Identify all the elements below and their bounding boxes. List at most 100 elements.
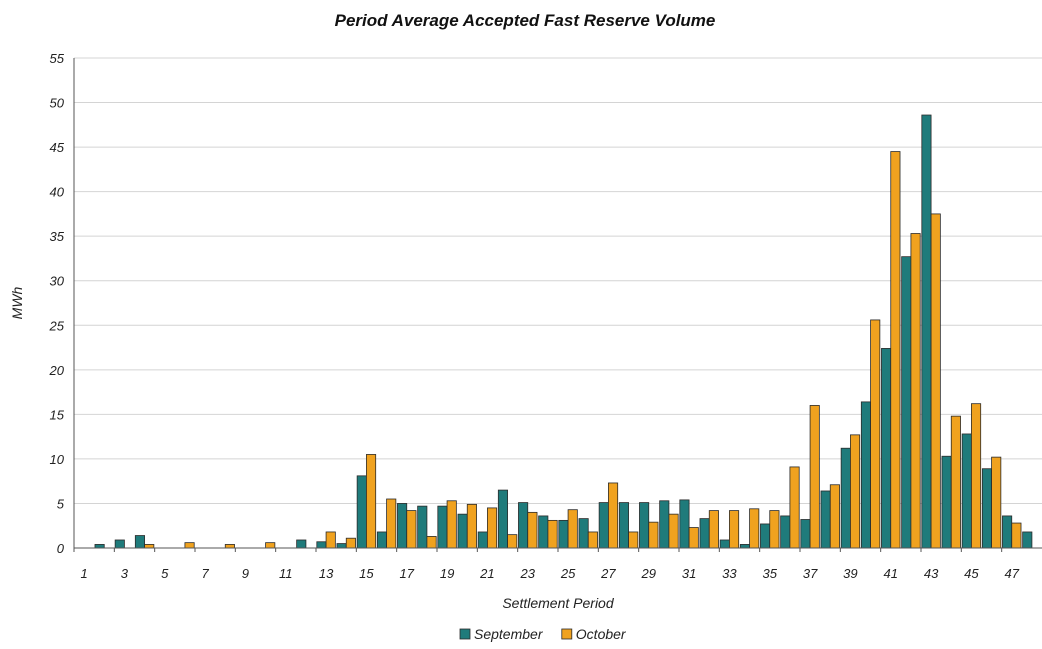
bar-september-41 [881,348,892,549]
bar-october-27 [608,482,619,549]
bar-october-31 [688,527,699,549]
bar-september-44 [941,455,952,549]
bar-october-15 [366,454,377,549]
bar-october-42 [910,233,921,549]
bar-october-23 [527,511,538,549]
bar-october-14 [345,537,356,549]
legend-label-october: October [576,626,627,642]
chart-title: Period Average Accepted Fast Reserve Vol… [335,11,716,30]
x-tick-label: 23 [520,566,536,581]
x-tick-label: 25 [560,566,576,581]
x-tick-label: 13 [319,566,334,581]
y-tick-labels: 0 5 10 15 20 25 30 35 40 45 50 55 [49,51,65,556]
bar-september-31 [679,499,690,549]
bar-october-30 [668,513,679,549]
bar-october-18 [426,536,437,549]
bar-october-39 [850,434,861,549]
bar-september-21 [477,531,488,549]
y-tick-label: 0 [57,541,65,556]
y-tick-label: 10 [50,452,65,467]
bar-september-14 [336,543,347,549]
x-tick-label: 7 [201,566,209,581]
bar-september-47 [1002,515,1013,549]
x-tick-label: 39 [843,566,857,581]
bar-october-13 [325,531,336,549]
legend-swatch-october [561,628,573,640]
x-tick-label: 9 [242,566,249,581]
bar-september-29 [639,502,650,549]
bar-october-4 [144,544,155,549]
x-tick-label: 5 [161,566,169,581]
x-tick-label: 11 [279,566,293,581]
x-tick-label: 27 [600,566,616,581]
bars [94,114,1033,549]
bar-october-21 [487,507,498,549]
bar-october-44 [950,415,961,549]
legend-label-september: September [474,626,544,642]
bar-october-25 [567,509,578,549]
x-tick-label: 41 [884,566,898,581]
bar-september-15 [356,475,367,549]
bar-september-18 [417,505,428,549]
x-tick-label: 29 [641,566,656,581]
y-tick-label: 40 [50,185,65,200]
bar-october-34 [749,508,760,549]
bar-september-26 [578,518,589,549]
bar-september-2 [94,544,105,549]
x-tick-label: 19 [440,566,454,581]
bar-september-43 [921,114,932,549]
bar-september-36 [780,515,791,549]
x-tick-label: 37 [803,566,818,581]
x-axis-label: Settlement Period [502,595,614,611]
bar-october-36 [789,466,800,549]
x-tick-label: 43 [924,566,939,581]
bar-october-29 [648,521,659,549]
bar-september-35 [760,523,771,549]
bar-september-32 [699,518,710,549]
bar-october-35 [769,510,780,549]
bar-september-45 [961,433,972,549]
y-tick-label: 15 [50,407,65,422]
bar-september-39 [840,447,851,549]
y-tick-label: 45 [50,140,65,155]
bar-october-6 [184,542,195,549]
bar-september-27 [598,502,609,549]
bar-september-38 [820,490,831,549]
bar-september-48 [1022,531,1033,549]
x-tick-label: 3 [121,566,129,581]
bar-september-16 [376,531,387,549]
bar-september-30 [659,500,670,549]
bar-september-3 [114,539,125,549]
bar-october-19 [446,500,457,549]
bar-september-22 [497,489,508,549]
x-tick-label: 21 [479,566,494,581]
bar-september-24 [538,515,549,549]
bar-september-19 [437,505,448,549]
bar-september-46 [981,468,992,549]
bar-september-28 [618,502,629,549]
x-tick-label: 31 [682,566,696,581]
bar-october-41 [890,151,901,549]
bar-october-22 [507,534,518,549]
x-tick-label: 1 [80,566,87,581]
y-tick-label: 55 [50,51,65,66]
y-tick-label: 20 [49,363,65,378]
bar-october-20 [466,503,477,549]
bar-september-25 [558,519,569,549]
bar-september-20 [457,513,468,549]
y-tick-label: 50 [50,96,65,111]
axes [73,58,1042,552]
bar-september-17 [397,503,408,549]
bar-october-47 [1011,522,1022,549]
bar-october-38 [829,484,840,549]
bar-october-46 [991,456,1002,549]
bar-september-12 [296,539,307,549]
bar-october-32 [708,510,719,549]
x-tick-labels: 1 3 5 7 9 11 13 15 17 19 21 23 25 27 29 31 33 35 37 39 41 43 4… [80,566,1019,581]
bar-october-28 [628,531,639,549]
bar-october-8 [224,544,235,549]
x-tick-label: 47 [1005,566,1020,581]
legend-swatch-september [459,628,471,640]
